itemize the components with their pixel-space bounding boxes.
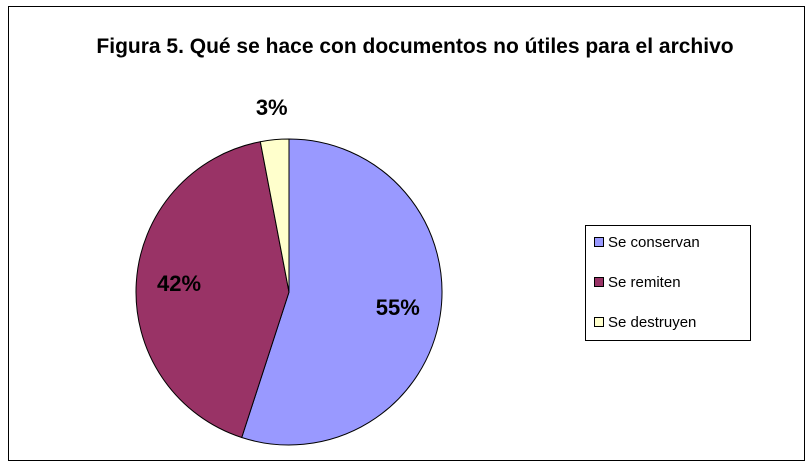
legend-label: Se conservan [608,234,700,251]
legend-label: Se destruyen [608,314,696,331]
pie-slice [259,138,290,293]
data-label: 55% [376,295,420,320]
pie-slice [135,141,290,439]
legend-box [585,225,751,341]
legend-label: Se remiten [608,274,681,291]
legend-swatch [594,277,604,287]
legend-swatch [594,317,604,327]
legend-swatch [594,237,604,247]
chart-title: Figura 5. Qué se hace con documentos no … [96,35,734,58]
data-label: 42% [157,271,201,296]
data-label: 3% [256,95,288,120]
pie-slice [241,138,443,446]
